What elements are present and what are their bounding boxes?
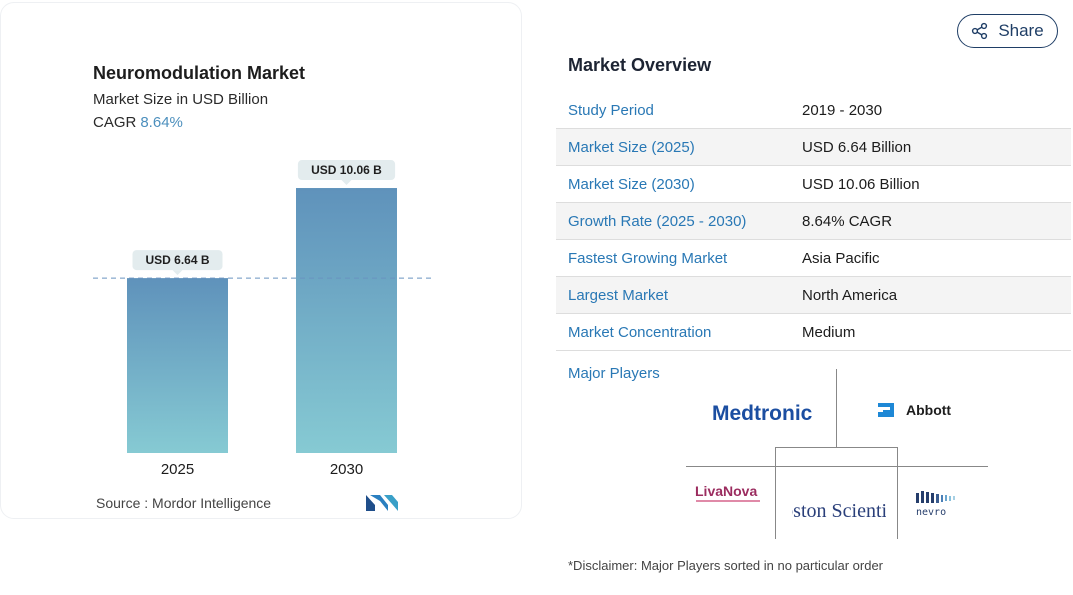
nevro-wordmark: nevro [916,507,946,517]
chart-cagr: CAGR 8.64% [93,114,183,131]
data-label-pointer [172,270,183,276]
disclaimer: *Disclaimer: Major Players sorted in no … [568,558,884,573]
abbott-wordmark: Abbott [906,402,951,418]
x-tick-label: 2025 [161,461,194,478]
medtronic-wordmark: Medtronic [712,402,813,425]
overview-key: Market Size (2025) [556,128,802,166]
share-button[interactable]: Share [957,14,1058,48]
boston-scientific-wordmark: Boston Scientific [792,500,886,519]
chart-card: Neuromodulation Market Market Size in US… [0,2,522,519]
overview-value: 2019 - 2030 [802,92,1071,129]
overview-key: Largest Market [556,276,802,314]
chart-title: Neuromodulation Market [93,63,306,83]
cagr-label: CAGR [93,114,137,131]
major-players-grid: Medtronic Abbott LivaNova Boston Scienti… [686,369,988,539]
bar-chart: USD 6.64 B 2025 USD 10.06 B 2030 [93,160,433,478]
overview-row: Market Size (2030) USD 10.06 Billion [556,165,1071,203]
overview-key: Fastest Growing Market [556,239,802,277]
divider [775,447,897,448]
nevro-logo: nevro [916,491,955,517]
overview-value: Asia Pacific [802,239,1071,277]
overview-key: Study Period [556,92,802,129]
overview-key: Market Concentration [556,313,802,351]
boston-scientific-logo: Boston Scientific [792,500,886,519]
overview-row: Market Concentration Medium [556,313,1071,351]
livanova-logo: LivaNova [695,483,760,502]
x-tick-label: 2030 [330,461,363,478]
overview-value: USD 10.06 Billion [802,165,1071,203]
overview-value: Medium [802,313,1071,351]
overview-row: Study Period 2019 - 2030 [556,92,1071,129]
bar-2030 [296,188,397,453]
share-icon [972,22,988,40]
medtronic-logo: Medtronic [712,402,813,425]
overview-title: Market Overview [568,55,712,75]
overview-row: Largest Market North America [556,276,1071,314]
divider [686,466,988,467]
share-label: Share [998,21,1044,40]
overview-value: North America [802,276,1071,314]
chart-subtitle: Market Size in USD Billion [93,91,269,108]
data-label-bg [297,160,396,181]
data-label: USD 10.06 B [311,163,382,177]
overview-row: Growth Rate (2025 - 2030) 8.64% CAGR [556,202,1071,240]
data-label: USD 6.64 B [145,253,209,267]
data-label-bg [132,250,223,271]
chart-source: Source : Mordor Intelligence [96,495,272,511]
overview-value: USD 6.64 Billion [802,128,1071,166]
divider [897,447,898,539]
mordor-intelligence-logo [366,495,398,511]
abbott-logo: Abbott [878,402,951,418]
overview-value: 8.64% CAGR [802,202,1071,240]
overview-key: Growth Rate (2025 - 2030) [556,202,802,240]
divider [836,369,837,447]
overview-table: Study Period 2019 - 2030 Market Size (2025… [556,92,1071,351]
overview-row: Fastest Growing Market Asia Pacific [556,239,1071,277]
bar-2025 [127,278,228,453]
cagr-value: 8.64% [140,114,183,131]
major-players-label: Major Players [568,365,660,382]
divider [775,447,776,539]
overview-key: Market Size (2030) [556,165,802,203]
data-label-pointer [341,180,352,186]
overview-row: Market Size (2025) USD 6.64 Billion [556,128,1071,166]
livanova-wordmark: LivaNova [695,483,757,499]
